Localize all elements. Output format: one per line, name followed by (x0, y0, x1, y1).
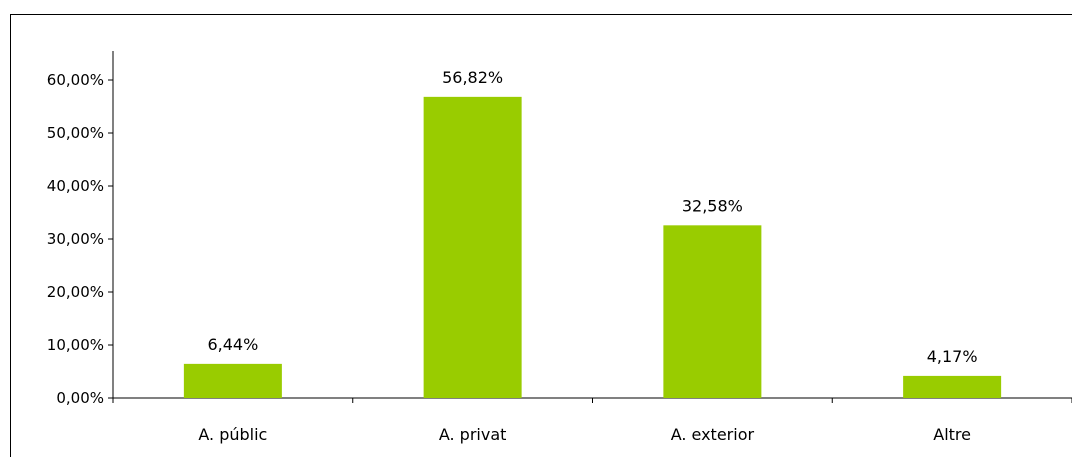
y-axis: 0,00% 10,00% 20,00% 30,00% 40,00% 50,00% 60,00… (47, 51, 114, 407)
y-tick-label: 0,00% (56, 389, 104, 407)
bars (183, 96, 1002, 398)
y-tick-label: 30,00% (47, 230, 104, 248)
data-label: 32,58% (682, 196, 743, 215)
bar (183, 363, 282, 398)
x-axis: A. públic A. privat A. exterior Altre (112, 397, 1072, 444)
data-label: 4,17% (927, 347, 978, 366)
x-category-label: A. exterior (671, 425, 755, 444)
y-tick-label: 40,00% (47, 177, 104, 195)
data-label: 6,44% (207, 335, 258, 354)
y-tick-label: 20,00% (47, 283, 104, 301)
data-labels: 6,44% 56,82% 32,58% 4,17% (207, 68, 977, 366)
x-category-label: A. privat (439, 425, 507, 444)
y-tick-label: 10,00% (47, 336, 104, 354)
bar (423, 96, 522, 398)
bar (663, 225, 762, 398)
y-tick-label: 60,00% (47, 71, 104, 89)
chart-frame (10, 14, 1072, 457)
y-tick-label: 50,00% (47, 124, 104, 142)
x-category-label: A. públic (198, 425, 267, 444)
data-label: 56,82% (442, 68, 503, 87)
x-category-label: Altre (933, 425, 971, 444)
bar (903, 375, 1002, 398)
